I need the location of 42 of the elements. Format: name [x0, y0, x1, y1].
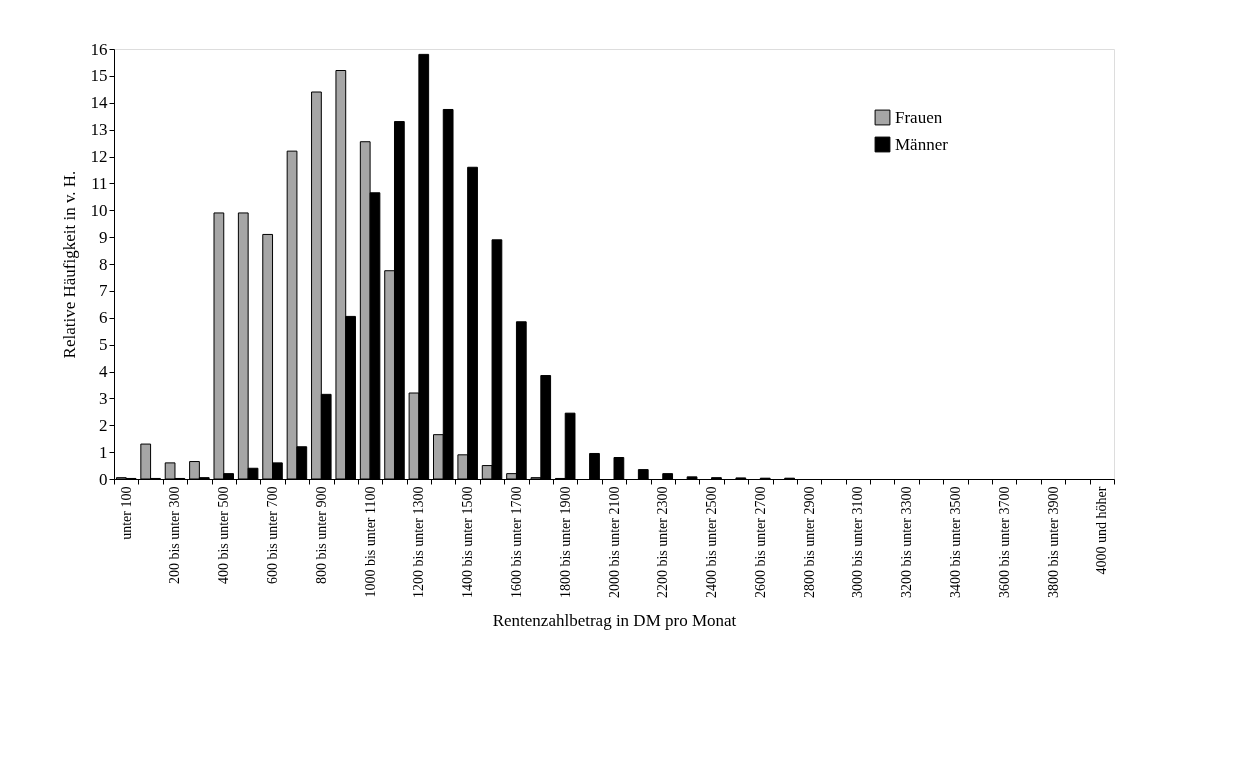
- x-tick-label: 2200 bis unter 2300: [655, 486, 671, 599]
- x-tick-label: 3200 bis unter 3300: [899, 486, 915, 599]
- y-tick-label: 0: [99, 469, 108, 489]
- x-tick-label: 3600 bis unter 3700: [996, 486, 1012, 599]
- y-tick-label: 8: [99, 254, 108, 274]
- x-tick-label: 1200 bis unter 1300: [411, 486, 427, 599]
- x-tick-label: 1400 bis unter 1500: [460, 486, 476, 599]
- x-axis-title: Rentenzahlbetrag in DM pro Monat: [492, 611, 737, 631]
- y-tick-label: 6: [99, 308, 108, 328]
- y-tick-label: 5: [99, 335, 108, 355]
- x-tick-label: 2400 bis unter 2500: [704, 486, 720, 599]
- y-tick-label: 7: [99, 281, 108, 301]
- x-tick-label: 2800 bis unter 2900: [801, 486, 817, 599]
- y-tick-label: 12: [90, 147, 108, 166]
- y-tick-label: 10: [90, 200, 108, 220]
- y-tick-label: 14: [90, 93, 108, 113]
- legend-label: Männer: [895, 134, 949, 154]
- y-tick-label: 3: [99, 388, 108, 408]
- y-tick-label: 13: [90, 120, 108, 140]
- y-tick-label: 16: [90, 39, 108, 59]
- x-tick-label: 1000 bis unter 1100: [362, 486, 378, 598]
- y-tick-label: 2: [99, 415, 108, 435]
- y-tick-label: 9: [99, 227, 108, 247]
- x-tick-label: unter 100: [118, 486, 134, 540]
- x-tick-label: 2600 bis unter 2700: [752, 486, 768, 599]
- x-tick-label: 800 bis unter 900: [313, 486, 329, 585]
- x-tick-label: 600 bis unter 700: [265, 486, 281, 585]
- x-tick-label: 200 bis unter 300: [167, 486, 183, 585]
- y-tick-label: 1: [99, 442, 108, 462]
- y-tick-label: 4: [99, 362, 108, 381]
- y-tick-label: 15: [90, 66, 108, 86]
- x-tick-label: 400 bis unter 500: [216, 486, 232, 585]
- x-tick-label: 4000 und höher: [1094, 486, 1110, 575]
- x-tick-label: 3800 bis unter 3900: [1045, 486, 1061, 599]
- x-tick-label: 1800 bis unter 1900: [557, 486, 573, 599]
- y-tick-label: 11: [91, 173, 108, 193]
- x-tick-label: 3400 bis unter 3500: [947, 486, 963, 599]
- x-tick-label: 2000 bis unter 2100: [606, 486, 622, 599]
- legend-label: Frauen: [895, 107, 943, 127]
- x-tick-label: 3000 bis unter 3100: [850, 486, 866, 599]
- y-axis-title: Relative Häufigkeit in v. H.: [59, 170, 79, 359]
- x-tick-label: 1600 bis unter 1700: [508, 486, 524, 599]
